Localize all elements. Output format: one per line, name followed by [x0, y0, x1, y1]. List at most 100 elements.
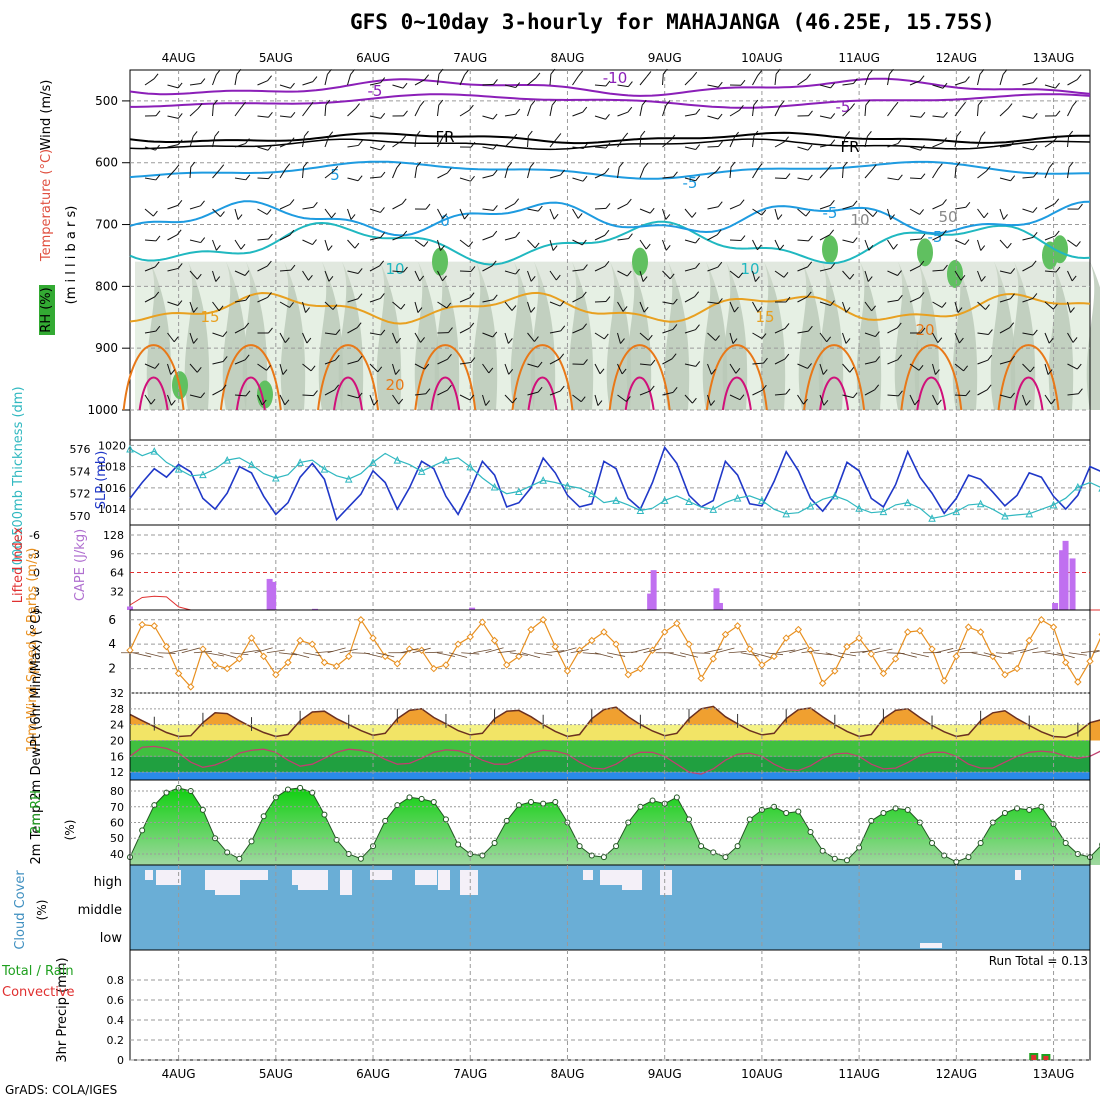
wind-barb — [909, 146, 921, 151]
cape-bar — [270, 581, 277, 610]
wind-barbs — [144, 68, 1083, 406]
wind-barb-flag — [920, 173, 926, 179]
wind-barb-flag — [761, 209, 767, 216]
rh-fill-column — [510, 261, 536, 410]
wind-marker — [332, 662, 341, 670]
wind-barb — [459, 109, 470, 117]
wind-barb-flag — [267, 75, 272, 81]
wind-barb-flag — [396, 337, 402, 344]
wind-barb-flag — [739, 394, 745, 400]
wind-barb-flag — [492, 331, 498, 338]
wind-barb-flag — [977, 99, 983, 106]
wind-barb — [1044, 203, 1055, 210]
wind-barb-flag — [582, 175, 588, 182]
wind-barb — [909, 296, 921, 303]
surface-wind-barb — [400, 648, 419, 654]
wind-barb — [932, 203, 943, 210]
wind-barb — [347, 144, 359, 148]
wind-barb-flag — [965, 390, 971, 396]
cloud-high-block — [583, 870, 593, 880]
wind-barb-flag — [492, 143, 498, 150]
rh-tick-label: 60 — [110, 817, 124, 830]
wind-barb-flag — [447, 353, 452, 360]
wind-barb — [729, 239, 742, 242]
wind-barb — [662, 208, 667, 220]
wind-marker — [357, 616, 365, 624]
wind-barb-flag — [807, 174, 813, 181]
surface-wind-barb — [1044, 652, 1063, 656]
precip-tick-label: 0.6 — [107, 994, 125, 1007]
wind-barb — [594, 115, 606, 120]
wind-barb — [572, 328, 583, 334]
wind-barb-flag — [491, 260, 497, 267]
wind-barb — [392, 363, 397, 375]
wind-barb — [144, 208, 154, 217]
wind-barb — [662, 176, 674, 179]
wind-barb-flag — [177, 200, 183, 206]
wind-barb — [212, 169, 221, 179]
cape-bar — [650, 570, 657, 610]
wind-barb-flag — [438, 68, 444, 75]
wind-barb — [189, 136, 194, 148]
wind-barb-flag — [672, 387, 678, 393]
cape-bar — [1059, 550, 1066, 610]
wind-barb — [752, 301, 759, 312]
wind-barb — [752, 332, 763, 339]
wind-barb — [594, 332, 605, 340]
wind-barb-flag — [1047, 369, 1053, 375]
wind-barb-flag — [732, 338, 738, 344]
wind-marker — [624, 670, 632, 679]
wind-barb-flag — [761, 384, 767, 391]
wind-barb-flag — [868, 244, 874, 251]
wind-marker — [904, 628, 912, 636]
wind-barb-flag — [150, 398, 156, 405]
wind-barb-flag — [695, 361, 701, 367]
thickness-line — [129, 448, 1100, 519]
wind-barb — [1044, 332, 1050, 344]
wind-marker — [478, 618, 487, 626]
wind-marker — [612, 640, 620, 648]
wind-barb — [909, 363, 920, 371]
wind-marker — [235, 655, 244, 663]
wind-barb-flag — [626, 396, 631, 402]
wind-barb — [909, 208, 920, 215]
wind-barb — [482, 332, 493, 338]
surface-wind-barb — [1032, 650, 1051, 654]
surface-wind-barb — [874, 648, 893, 654]
wind-barb — [797, 394, 804, 405]
cape-bar — [1062, 540, 1069, 610]
wind-barb-flag — [740, 235, 746, 241]
wind-barb-flag — [582, 323, 587, 329]
wind-barb — [797, 296, 808, 303]
wind-barb-flag — [305, 307, 310, 313]
wind-barb — [729, 136, 736, 148]
wind-barb-flag — [559, 300, 565, 307]
wind-barb — [189, 270, 198, 280]
wind-barb-flag — [535, 72, 541, 79]
wind-barb — [977, 332, 989, 336]
wind-barb — [189, 83, 201, 86]
wind-barb — [324, 332, 336, 336]
wind-barb-flag — [853, 78, 858, 84]
wind-barb — [212, 389, 223, 396]
wind-barb — [887, 394, 899, 397]
wind-barb-flag — [785, 388, 791, 395]
wind-barb — [662, 139, 672, 148]
rh-fill-column — [990, 261, 1016, 410]
thickness-marker — [272, 473, 280, 482]
li-tick-label: -6 — [29, 529, 40, 542]
wind-barb-flag — [808, 235, 813, 242]
wind-tick-label: 2 — [108, 662, 116, 676]
rh-fill-column — [664, 261, 690, 410]
surface-wind-barb — [339, 648, 358, 654]
surface-wind-barb — [570, 649, 589, 654]
wind-marker — [150, 622, 159, 630]
wind-barb-flag — [417, 307, 423, 313]
wind-barb — [752, 239, 758, 251]
wind-barb-flag — [1032, 113, 1038, 119]
wind-barb — [932, 142, 943, 148]
wind-barb — [864, 136, 868, 148]
wind-marker — [685, 640, 693, 648]
wind-barb — [977, 104, 979, 117]
wind-barb — [482, 208, 494, 211]
